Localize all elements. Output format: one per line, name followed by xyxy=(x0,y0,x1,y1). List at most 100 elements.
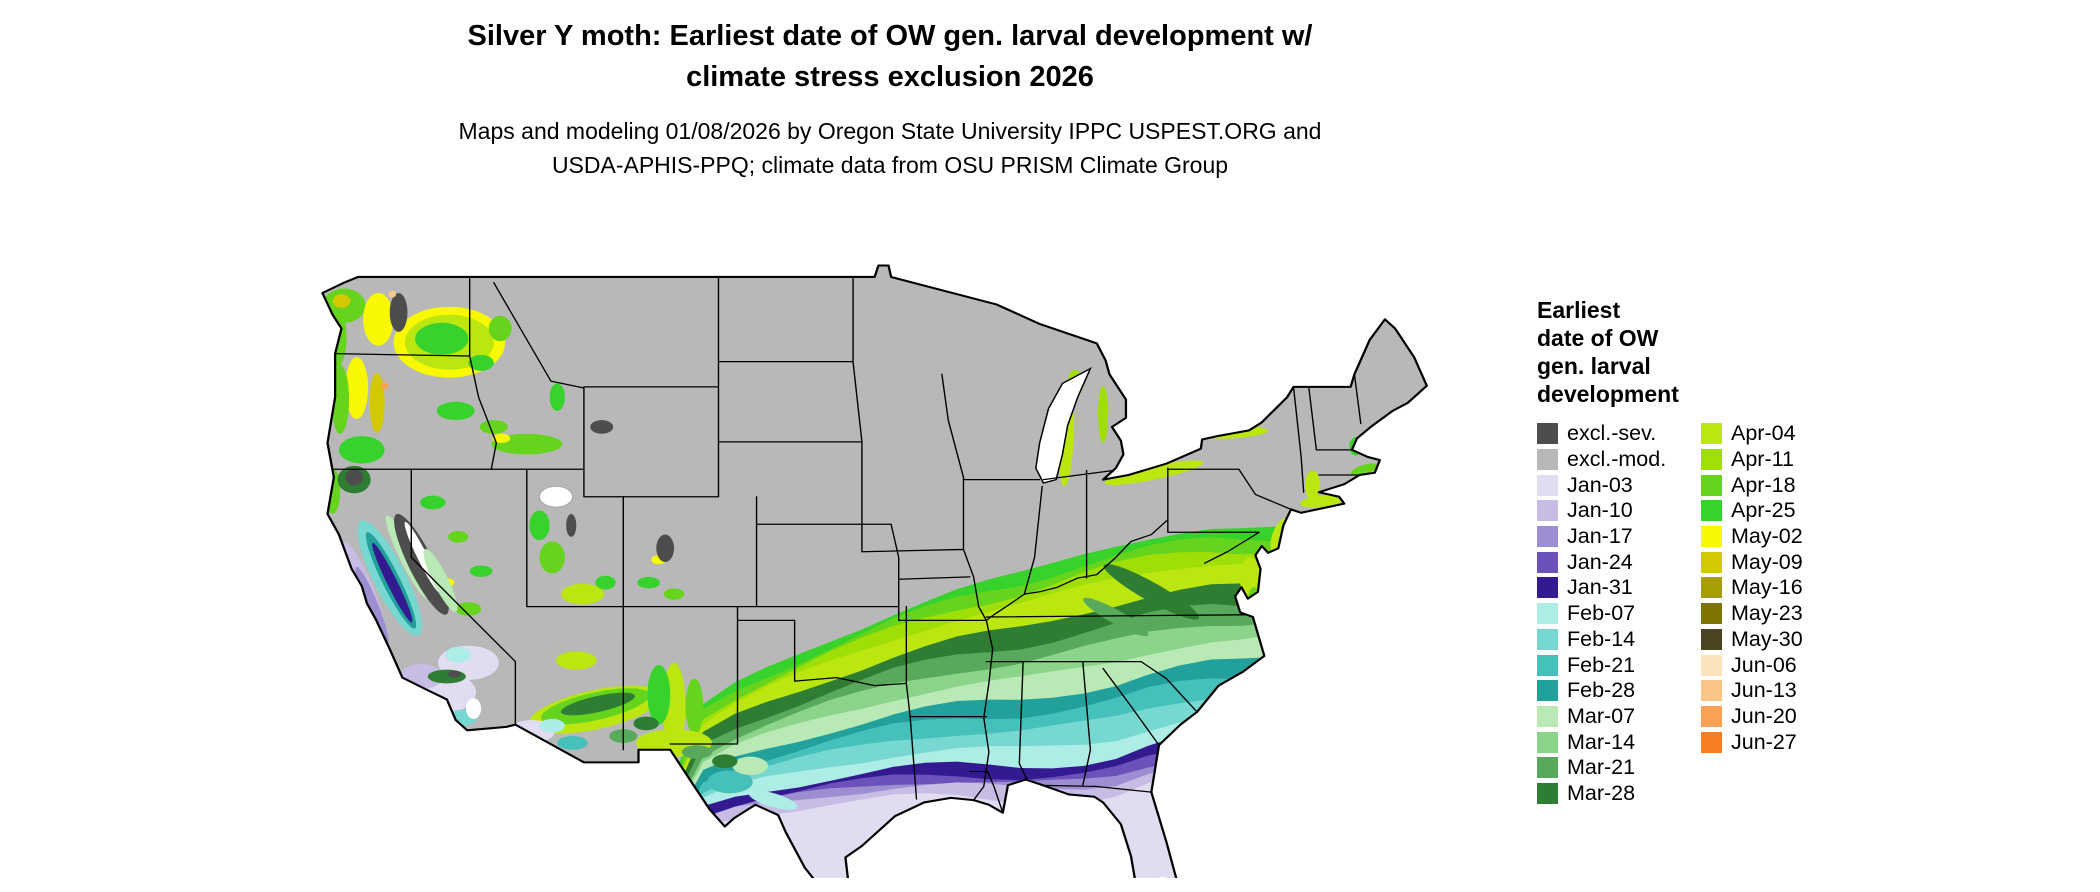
legend-label: Jan-17 xyxy=(1567,524,1633,549)
legend-title-line-4: development xyxy=(1537,381,1679,407)
legend-swatch xyxy=(1701,603,1722,625)
water-bodies xyxy=(539,366,1092,508)
legend-swatch xyxy=(1701,551,1722,573)
legend-swatch xyxy=(1537,654,1558,676)
legend-swatch xyxy=(1701,654,1722,676)
legend-swatch xyxy=(1701,474,1722,496)
legend-column-1: excl.-sev. excl.-mod. Jan-03 Jan-10 Jan-17 Ja… xyxy=(1537,421,1701,806)
legend-row: Jun-06 xyxy=(1701,652,1871,678)
legend-row: Feb-28 xyxy=(1537,678,1701,704)
legend-row: Feb-07 xyxy=(1537,601,1701,627)
legend-swatch xyxy=(1537,731,1558,753)
legend-label: Feb-21 xyxy=(1567,652,1636,677)
legend-title-line-1: Earliest xyxy=(1537,297,1621,323)
legend-swatch xyxy=(1537,526,1558,548)
legend-label: Jun-06 xyxy=(1731,652,1797,677)
legend-label: Jun-13 xyxy=(1731,678,1797,703)
legend-label: Jun-20 xyxy=(1731,703,1797,728)
legend-label: May-09 xyxy=(1731,549,1803,574)
legend-label: Apr-25 xyxy=(1731,498,1796,523)
legend-label: Mar-14 xyxy=(1567,729,1636,754)
subtitle-line-1: Maps and modeling 01/08/2026 by Oregon S… xyxy=(458,118,1322,144)
legend-title: Earliest date of OW gen. larval developm… xyxy=(1537,296,2087,408)
legend-row: Jan-03 xyxy=(1537,472,1701,498)
legend-label: Jan-31 xyxy=(1567,575,1633,600)
legend-swatch xyxy=(1701,680,1722,702)
legend-swatch xyxy=(1537,577,1558,599)
legend-row: Mar-07 xyxy=(1537,704,1701,730)
legend-swatch xyxy=(1701,731,1722,753)
legend-column-2: Apr-04 Apr-11 Apr-18 Apr-25 May-02 May-09 May-… xyxy=(1701,421,1871,806)
legend-swatch xyxy=(1537,757,1558,779)
lake-michigan xyxy=(1035,366,1092,484)
legend-label: Mar-07 xyxy=(1567,703,1636,728)
legend-columns: excl.-sev. excl.-mod. Jan-03 Jan-10 Jan-17 Ja… xyxy=(1537,421,2087,806)
legend-label: May-23 xyxy=(1731,601,1803,626)
legend-row: Jan-17 xyxy=(1537,524,1701,550)
legend-swatch xyxy=(1701,423,1722,445)
legend-label: Jan-10 xyxy=(1567,498,1633,523)
legend-label: Jan-03 xyxy=(1567,472,1633,497)
legend-swatch xyxy=(1537,628,1558,650)
legend-label: Apr-04 xyxy=(1731,421,1796,446)
us-map xyxy=(278,214,1522,878)
legend-row: May-23 xyxy=(1701,601,1871,627)
legend-swatch xyxy=(1701,449,1722,471)
legend-swatch xyxy=(1701,500,1722,522)
legend-label: Feb-14 xyxy=(1567,626,1636,651)
legend-label: Jun-27 xyxy=(1731,729,1797,754)
legend-label: Mar-28 xyxy=(1567,780,1636,805)
legend-swatch xyxy=(1537,680,1558,702)
legend-label: May-02 xyxy=(1731,524,1803,549)
header: Silver Y moth: Earliest date of OW gen. … xyxy=(0,16,1780,182)
legend-label: Mar-21 xyxy=(1567,755,1636,780)
legend-label: May-16 xyxy=(1731,575,1803,600)
page-title-line-2: climate stress exclusion 2026 xyxy=(686,61,1094,93)
page-title-line-1: Silver Y moth: Earliest date of OW gen. … xyxy=(467,20,1313,52)
legend-row: Feb-21 xyxy=(1537,652,1701,678)
legend-title-line-3: gen. larval xyxy=(1537,353,1651,379)
legend-row: May-02 xyxy=(1701,524,1871,550)
legend-row: excl.-sev. xyxy=(1537,421,1701,447)
legend-label: excl.-mod. xyxy=(1567,447,1667,472)
legend-row: Jun-20 xyxy=(1701,704,1871,730)
legend-swatch xyxy=(1537,782,1558,804)
legend-row: Mar-28 xyxy=(1537,781,1701,807)
legend-swatch xyxy=(1701,705,1722,727)
legend-row: Jan-31 xyxy=(1537,575,1701,601)
legend-row: Apr-04 xyxy=(1701,421,1871,447)
legend-row: Mar-21 xyxy=(1537,755,1701,781)
legend-swatch xyxy=(1701,577,1722,599)
great-salt-lake xyxy=(539,486,573,508)
legend: Earliest date of OW gen. larval developm… xyxy=(1537,296,2087,806)
legend-swatch xyxy=(1537,705,1558,727)
subtitle-line-2: USDA-APHIS-PPQ; climate data from OSU PR… xyxy=(551,152,1229,178)
legend-title-line-2: date of OW xyxy=(1537,325,1659,351)
legend-swatch xyxy=(1537,500,1558,522)
legend-row: Mar-14 xyxy=(1537,729,1701,755)
us-outline xyxy=(321,264,1428,878)
legend-swatch xyxy=(1537,449,1558,471)
legend-swatch xyxy=(1537,551,1558,573)
legend-row: Jun-27 xyxy=(1701,729,1871,755)
legend-swatch xyxy=(1701,526,1722,548)
subtitle: Maps and modeling 01/08/2026 by Oregon S… xyxy=(0,114,1780,182)
legend-row: May-09 xyxy=(1701,549,1871,575)
legend-label: Apr-11 xyxy=(1731,447,1794,472)
legend-row: Jun-13 xyxy=(1701,678,1871,704)
legend-label: excl.-sev. xyxy=(1567,421,1657,446)
legend-swatch xyxy=(1537,603,1558,625)
us-map-svg xyxy=(321,264,1428,878)
state-borders xyxy=(326,276,1362,814)
legend-swatch xyxy=(1537,474,1558,496)
legend-label: May-30 xyxy=(1731,626,1803,651)
legend-row: excl.-mod. xyxy=(1537,447,1701,473)
legend-label: Jan-24 xyxy=(1567,549,1633,574)
legend-row: Jan-10 xyxy=(1537,498,1701,524)
legend-row: May-16 xyxy=(1701,575,1871,601)
legend-swatch xyxy=(1537,423,1558,445)
legend-label: Feb-07 xyxy=(1567,601,1636,626)
legend-label: Feb-28 xyxy=(1567,678,1636,703)
legend-row: May-30 xyxy=(1701,627,1871,653)
